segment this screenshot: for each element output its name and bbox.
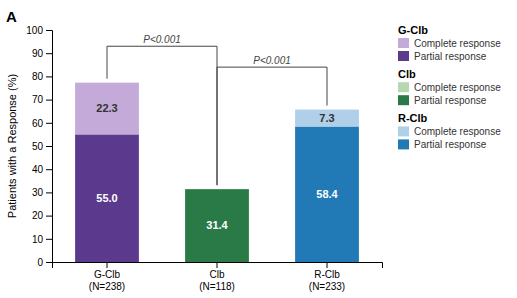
legend-swatch bbox=[398, 95, 409, 105]
y-tick: 20 bbox=[32, 210, 52, 221]
y-tick-label: 20 bbox=[32, 210, 44, 221]
x-tick: Clb(N=118) bbox=[199, 262, 235, 292]
panel-label: A bbox=[6, 8, 17, 25]
bar bbox=[295, 127, 359, 262]
x-tick-label-line: R-Clb bbox=[314, 269, 340, 280]
data-label: 31.4 bbox=[206, 219, 228, 231]
y-tick: 70 bbox=[32, 94, 52, 105]
bar bbox=[75, 83, 139, 135]
annotations: P<0.001 P<0.001 bbox=[107, 34, 327, 185]
x-tick-mark bbox=[107, 262, 108, 268]
legend-swatch bbox=[398, 139, 409, 149]
y-tick-mark bbox=[46, 262, 52, 263]
legend-label: Partial response bbox=[414, 139, 487, 150]
data-label: 22.3 bbox=[96, 102, 117, 114]
y-tick-mark bbox=[46, 76, 52, 77]
y-tick-label: 90 bbox=[32, 48, 44, 59]
legend-swatch bbox=[398, 126, 409, 136]
y-tick: 30 bbox=[32, 187, 52, 198]
significance-bracket bbox=[107, 46, 217, 185]
legend-group-title: R-Clb bbox=[398, 112, 428, 124]
legend-label: Complete response bbox=[414, 38, 501, 49]
y-axis: 0 10 20 30 40 50 60 70 80 90 100 bbox=[26, 25, 52, 268]
annotation: P<0.001 bbox=[253, 55, 291, 66]
y-tick-mark bbox=[46, 239, 52, 240]
y-tick: 50 bbox=[32, 141, 52, 152]
chart: 0102030405060708090100G-Clb(N=238)Clb(N=… bbox=[0, 0, 517, 298]
y-tick-mark bbox=[46, 53, 52, 54]
y-tick-mark bbox=[46, 100, 52, 101]
y-axis-title: Patients with a Response (%) bbox=[6, 74, 18, 218]
y-tick-label: 60 bbox=[32, 118, 44, 129]
legend-label: Partial response bbox=[414, 51, 487, 62]
bar bbox=[75, 134, 139, 262]
x-tick-label-line: (N=238) bbox=[89, 281, 125, 292]
x-tick-mark bbox=[327, 262, 328, 268]
x-axis-line bbox=[53, 263, 383, 269]
legend-swatch bbox=[398, 51, 409, 61]
y-tick: 10 bbox=[32, 234, 52, 245]
y-axis-line bbox=[46, 31, 53, 263]
legend-item: Partial response bbox=[398, 95, 487, 106]
legend-group-title: Clb bbox=[398, 68, 416, 80]
legend-item: Complete response bbox=[398, 38, 501, 49]
y-tick-label: 80 bbox=[32, 71, 44, 82]
data-label: 55.0 bbox=[96, 192, 117, 204]
x-tick-mark bbox=[217, 262, 218, 268]
legend-label: Partial response bbox=[414, 95, 487, 106]
y-tick-label: 10 bbox=[32, 234, 44, 245]
y-tick-mark bbox=[46, 30, 52, 31]
x-tick-label: Clb(N=118) bbox=[199, 269, 235, 292]
bar bbox=[185, 189, 249, 262]
y-tick-label: 50 bbox=[32, 141, 44, 152]
bar bbox=[185, 189, 249, 190]
data-label: 58.4 bbox=[316, 188, 338, 200]
data-label: 7.3 bbox=[319, 112, 334, 124]
y-tick-mark bbox=[46, 216, 52, 217]
legend-item: Partial response bbox=[398, 51, 487, 62]
plot: 0102030405060708090100G-Clb(N=238)Clb(N=… bbox=[6, 8, 383, 292]
y-tick-label: 100 bbox=[26, 25, 43, 36]
y-tick-label: 30 bbox=[32, 187, 44, 198]
y-tick: 40 bbox=[32, 164, 52, 175]
y-tick-label: 40 bbox=[32, 164, 44, 175]
y-tick-mark bbox=[46, 192, 52, 193]
significance-bracket bbox=[217, 67, 327, 185]
y-tick: 80 bbox=[32, 71, 52, 82]
x-axis: G-Clb(N=238) Clb(N=118) R-Clb(N=233) bbox=[53, 262, 383, 292]
annotation: P<0.001 bbox=[143, 34, 181, 45]
legend-group-title: G-Clb bbox=[398, 24, 428, 36]
y-tick: 0 bbox=[37, 257, 52, 268]
legend-swatch bbox=[398, 38, 409, 48]
y-tick-mark bbox=[46, 146, 52, 147]
legend-item: Complete response bbox=[398, 126, 501, 137]
y-tick-mark bbox=[46, 123, 52, 124]
x-tick-label-line: Clb bbox=[209, 269, 224, 280]
y-tick-label: 70 bbox=[32, 94, 44, 105]
x-tick: R-Clb(N=233) bbox=[309, 262, 345, 292]
legend-item: Complete response bbox=[398, 82, 501, 93]
y-tick-mark bbox=[46, 169, 52, 170]
y-tick: 100 bbox=[26, 25, 52, 36]
x-tick-label: G-Clb(N=238) bbox=[89, 269, 125, 292]
y-tick: 90 bbox=[32, 48, 52, 59]
x-tick: G-Clb(N=238) bbox=[89, 262, 125, 292]
x-tick-label: R-Clb(N=233) bbox=[309, 269, 345, 292]
x-tick-label-line: G-Clb bbox=[94, 269, 121, 280]
y-tick-label: 0 bbox=[37, 257, 43, 268]
legend-label: Complete response bbox=[414, 126, 501, 137]
y-tick: 60 bbox=[32, 118, 52, 129]
x-tick-label-line: (N=233) bbox=[309, 281, 345, 292]
x-tick-label-line: (N=118) bbox=[199, 281, 235, 292]
legend: G-Clb Complete response Partial response Cl… bbox=[398, 24, 501, 150]
bar bbox=[295, 110, 359, 127]
legend-label: Complete response bbox=[414, 82, 501, 93]
legend-item: Partial response bbox=[398, 139, 487, 150]
legend-swatch bbox=[398, 82, 409, 92]
